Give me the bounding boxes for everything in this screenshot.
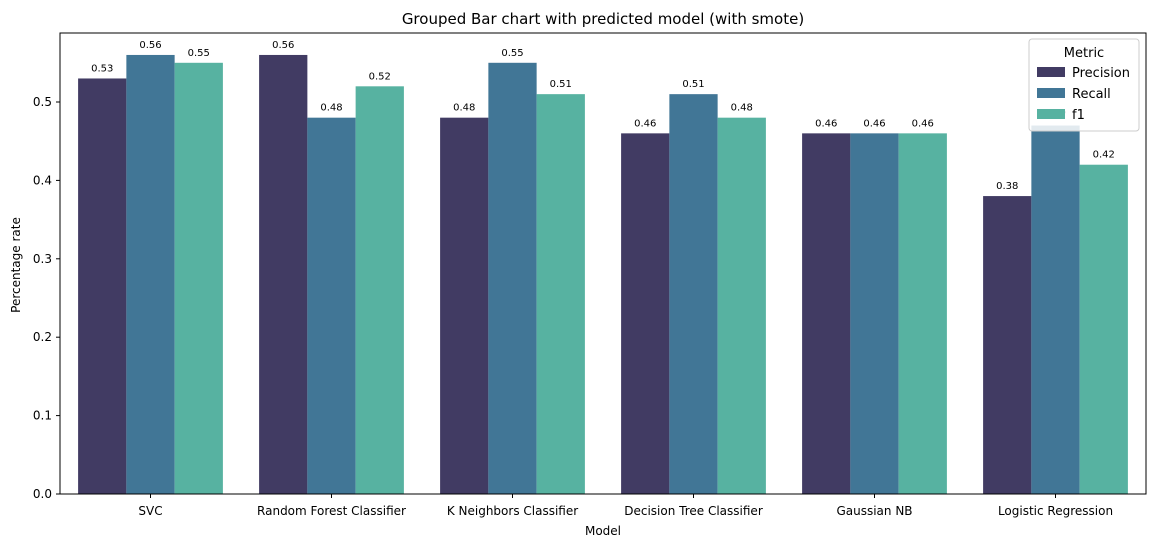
- bar-value-label: 0.46: [634, 118, 656, 129]
- bar-value-label: 0.42: [1093, 150, 1115, 161]
- bar-recall-3: [669, 94, 718, 494]
- y-tick-label: 0.1: [33, 409, 52, 423]
- x-tick-label: K Neighbors Classifier: [447, 504, 578, 518]
- x-tick-label: SVC: [138, 504, 162, 518]
- bar-precision-4: [802, 133, 851, 494]
- y-tick-label: 0.0: [33, 487, 52, 501]
- bar-f1-2: [536, 94, 585, 494]
- bar-value-label: 0.46: [863, 118, 885, 129]
- bar-value-label: 0.46: [815, 118, 837, 129]
- legend: Metric Precision Recall f1: [1028, 38, 1140, 132]
- x-tick-label: Decision Tree Classifier: [624, 504, 763, 518]
- bar-value-label: 0.48: [731, 103, 753, 114]
- legend-swatch-recall: [1037, 88, 1065, 98]
- bar-f1-0: [174, 62, 223, 495]
- bar-precision-2: [440, 117, 489, 495]
- bar-f1-3: [717, 117, 766, 495]
- legend-swatch-precision: [1037, 67, 1065, 77]
- legend-label-recall: Recall: [1072, 87, 1111, 102]
- legend-label-precision: Precision: [1072, 66, 1130, 81]
- bar-value-label: 0.48: [320, 103, 342, 114]
- bars-layer: [78, 54, 1128, 495]
- bar-value-label: 0.55: [188, 48, 210, 59]
- bar-recall-0: [126, 54, 175, 494]
- x-tick-label: Logistic Regression: [998, 504, 1113, 518]
- y-tick-label: 0.5: [33, 95, 52, 109]
- bar-f1-5: [1079, 164, 1128, 494]
- bar-recall-5: [1031, 125, 1080, 494]
- axes-layer: 0.0 0.1 0.2 0.3 0.4 0.5 SVC Random Forest Class…: [33, 32, 1147, 518]
- bar-precision-0: [78, 78, 127, 495]
- chart-title: Grouped Bar chart with predicted model (…: [402, 10, 804, 28]
- bar-precision-1: [259, 54, 308, 494]
- bar-value-label: 0.51: [682, 79, 704, 90]
- legend-title: Metric: [1064, 46, 1104, 61]
- bar-value-label: 0.56: [272, 40, 294, 51]
- y-tick-label: 0.2: [33, 330, 52, 344]
- bar-value-label: 0.48: [453, 103, 475, 114]
- x-tick-label: Random Forest Classifier: [257, 504, 406, 518]
- bar-value-label: 0.38: [996, 181, 1018, 192]
- bar-value-label: 0.52: [369, 71, 391, 82]
- legend-label-f1: f1: [1072, 108, 1085, 123]
- x-tick-label: Gaussian NB: [836, 504, 912, 518]
- bar-value-label: 0.56: [139, 40, 161, 51]
- bar-precision-5: [983, 196, 1032, 494]
- plot-frame: [59, 32, 1147, 495]
- bar-recall-1: [307, 117, 356, 495]
- bar-value-label: 0.51: [550, 79, 572, 90]
- legend-box: [1028, 38, 1140, 132]
- bar-recall-2: [488, 62, 537, 495]
- y-tick-label: 0.4: [33, 173, 52, 187]
- bar-f1-4: [898, 133, 947, 494]
- y-axis-label: Percentage rate: [9, 217, 23, 313]
- legend-swatch-f1: [1037, 109, 1065, 119]
- bar-recall-4: [850, 133, 899, 494]
- bar-value-label: 0.46: [912, 118, 934, 129]
- bar-precision-3: [621, 133, 670, 494]
- bar-f1-1: [355, 86, 404, 494]
- x-axis-label: Model: [585, 524, 621, 538]
- y-tick-label: 0.3: [33, 252, 52, 266]
- bar-value-label: 0.53: [91, 63, 113, 74]
- bar-value-label: 0.55: [501, 48, 523, 59]
- data-labels-layer: 0.53 0.56 0.48 0.46 0.46 0.38 0.56 0.48 0.55 0.51…: [91, 40, 1115, 192]
